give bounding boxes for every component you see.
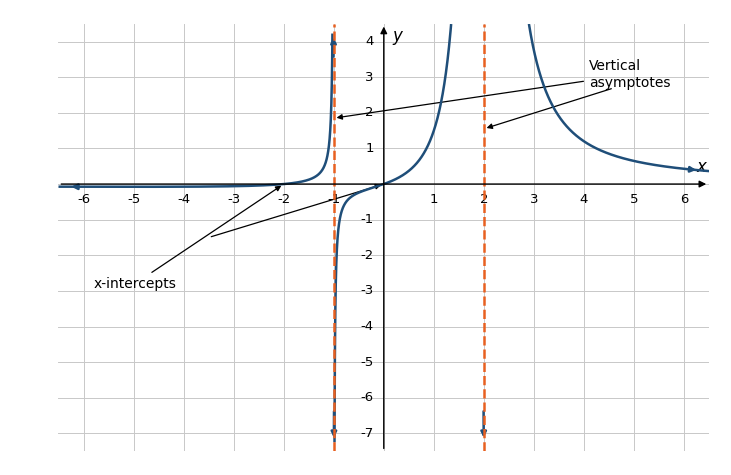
Text: -2: -2 xyxy=(360,249,374,262)
Text: 3: 3 xyxy=(530,193,538,206)
Text: x-intercepts: x-intercepts xyxy=(94,186,280,291)
Text: -7: -7 xyxy=(360,427,374,440)
Text: x: x xyxy=(697,158,707,176)
Text: 6: 6 xyxy=(680,193,688,206)
Text: 1: 1 xyxy=(366,142,374,155)
Text: 5: 5 xyxy=(629,193,638,206)
Text: -1: -1 xyxy=(327,193,341,206)
Text: -5: -5 xyxy=(127,193,140,206)
Text: -5: -5 xyxy=(360,356,374,369)
Text: Vertical
asymptotes: Vertical asymptotes xyxy=(338,59,670,119)
Text: -4: -4 xyxy=(177,193,190,206)
Text: -4: -4 xyxy=(360,320,374,333)
Text: -3: -3 xyxy=(360,285,374,297)
Text: -3: -3 xyxy=(227,193,240,206)
Text: 2: 2 xyxy=(480,193,488,206)
Text: 1: 1 xyxy=(430,193,438,206)
Text: y: y xyxy=(393,27,403,45)
Text: -6: -6 xyxy=(360,391,374,404)
Text: -6: -6 xyxy=(77,193,90,206)
Text: -2: -2 xyxy=(277,193,290,206)
Text: -1: -1 xyxy=(360,213,374,226)
Text: 4: 4 xyxy=(366,35,374,48)
Text: 3: 3 xyxy=(366,71,374,84)
Text: 4: 4 xyxy=(580,193,588,206)
Text: 2: 2 xyxy=(366,106,374,119)
